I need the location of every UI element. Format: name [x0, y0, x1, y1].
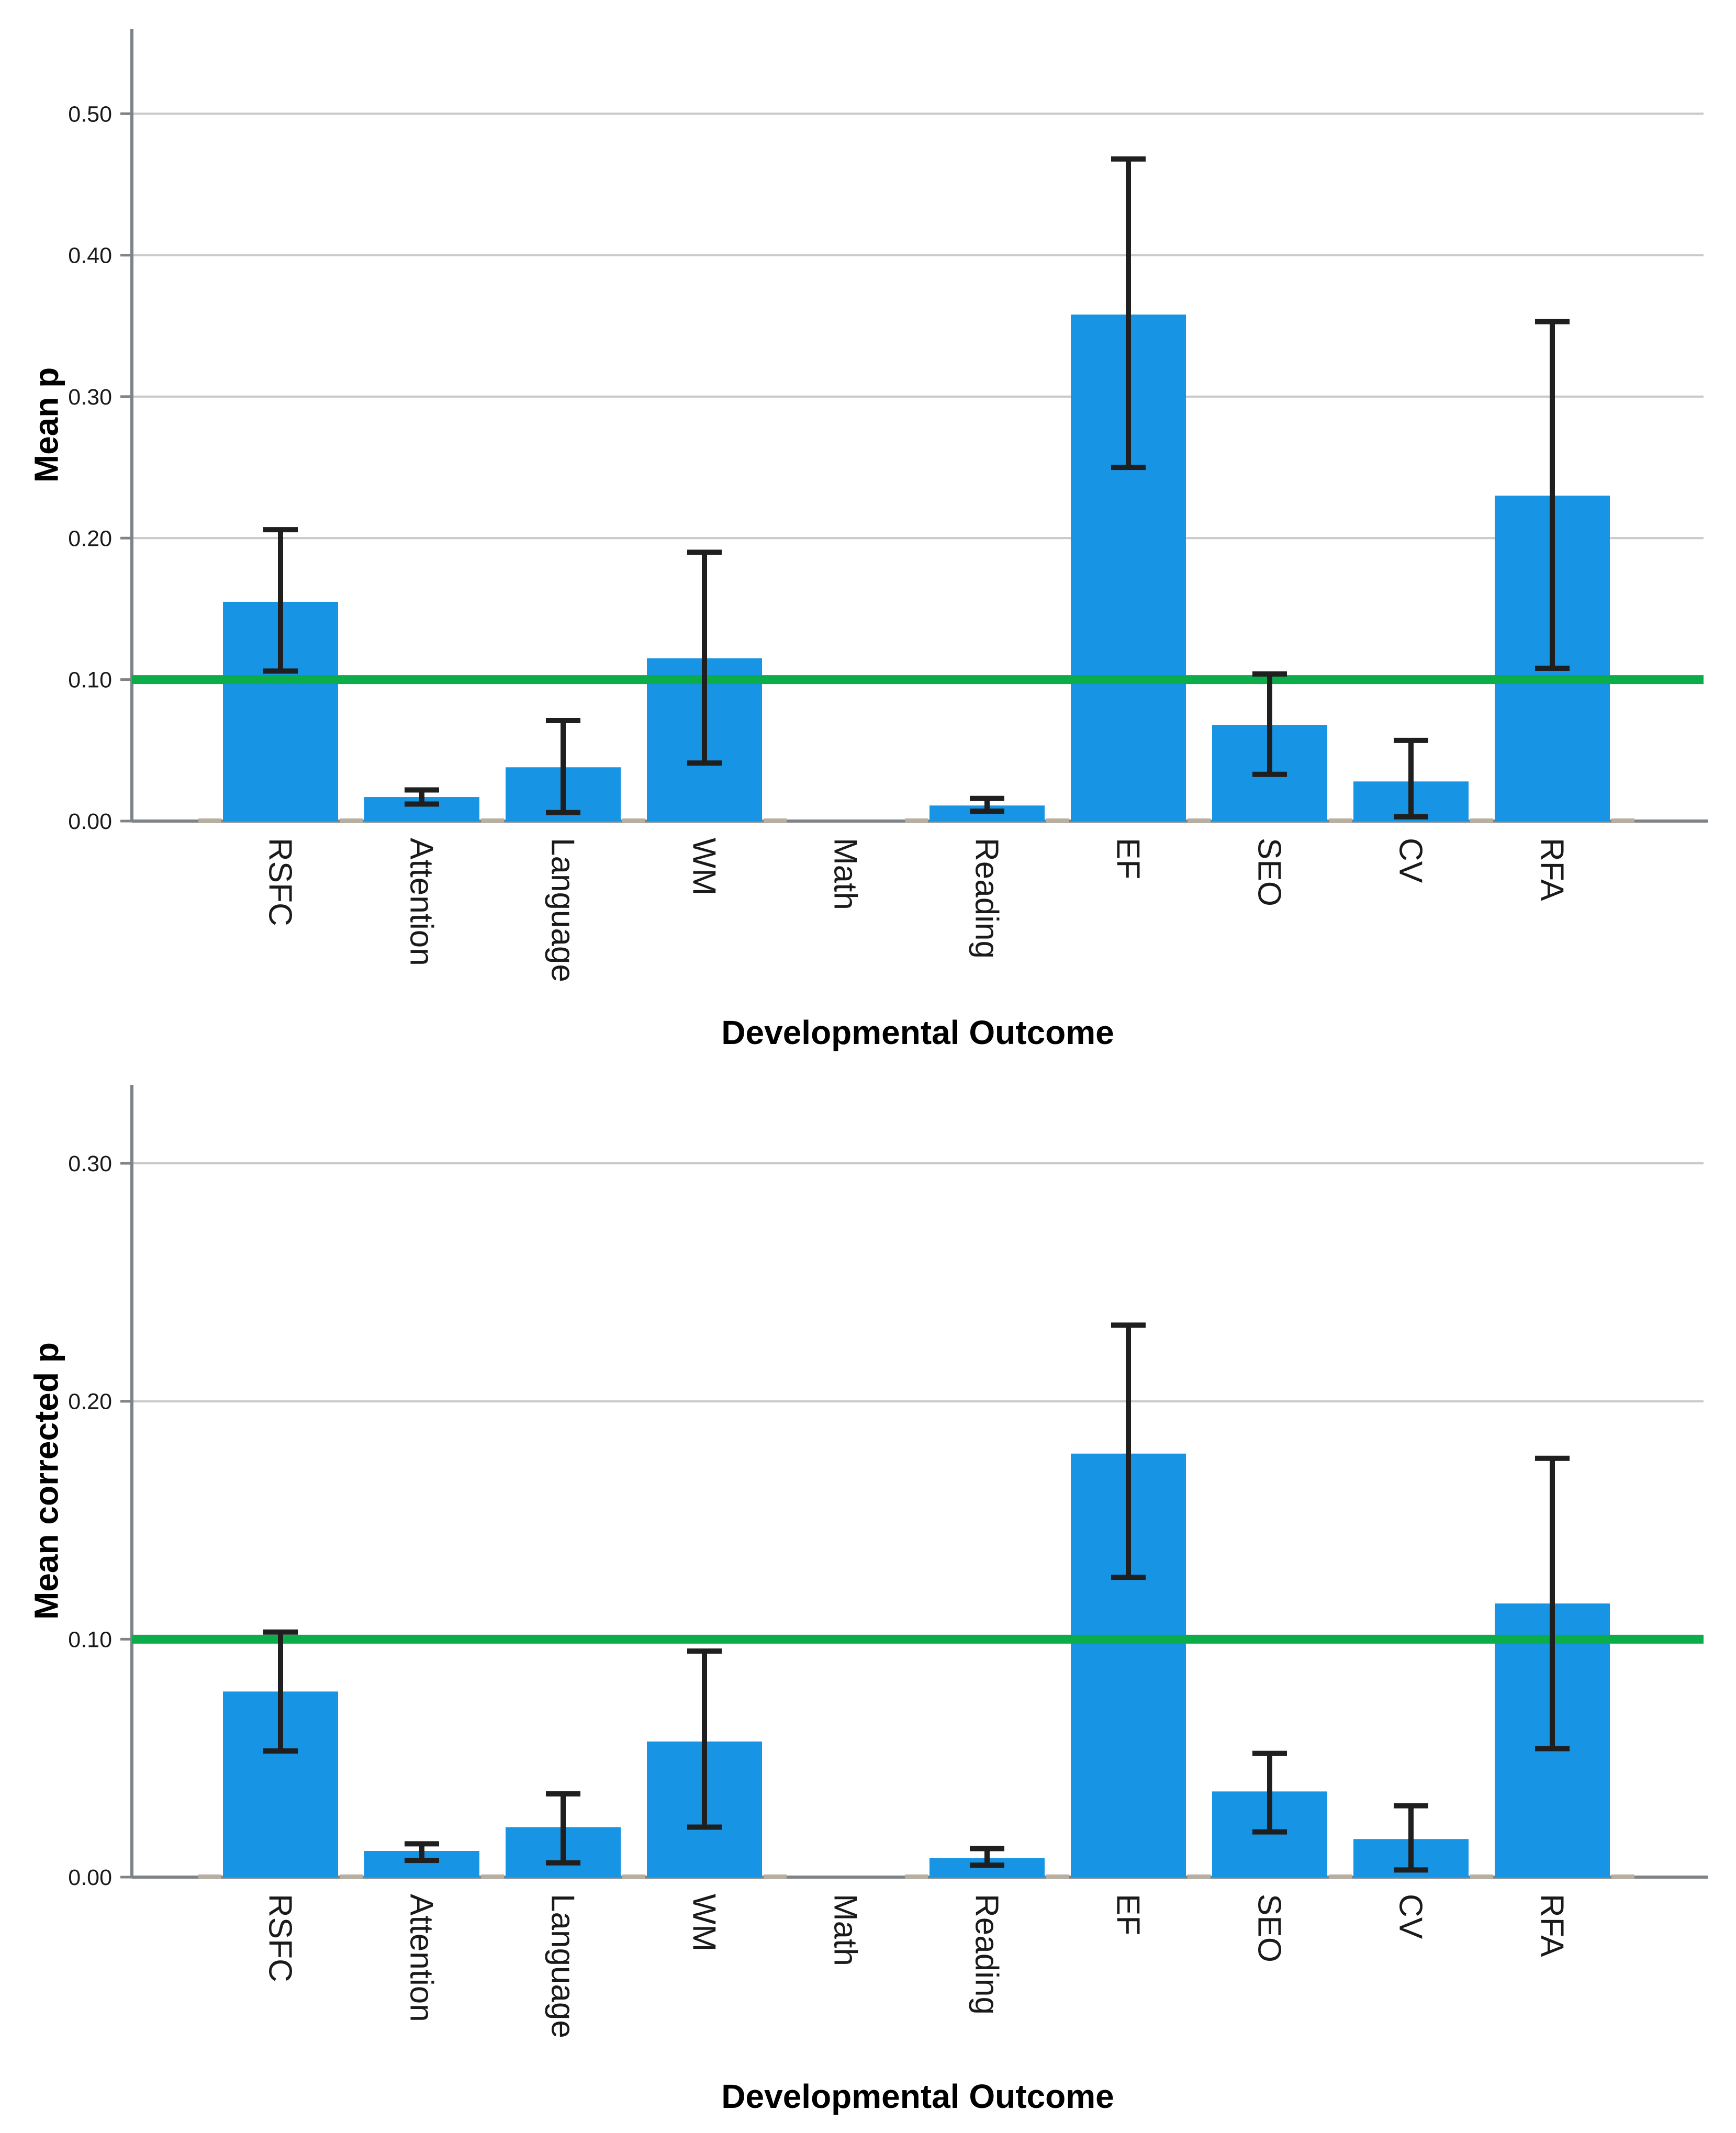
mean-corrected-p-bar-chart: 0.00 0.10 0.20 0.30 RSFC Attention Language WM M…: [27, 1085, 1708, 2115]
y-tick-label: 0.20: [68, 1389, 112, 1414]
y-tick-label: 0.10: [68, 1627, 112, 1652]
category-label-RSFC: RSFC: [262, 838, 298, 926]
category-boundary-tick: [905, 1874, 928, 1879]
category-label-CV: CV: [1392, 1894, 1428, 1939]
category-boundary-tick: [481, 818, 504, 823]
category-label-CV: CV: [1392, 838, 1428, 883]
category-label-SEO: SEO: [1251, 838, 1287, 906]
category-boundary-tick: [764, 818, 787, 823]
category-boundary-tick: [1470, 1874, 1493, 1879]
category-boundary-tick: [1611, 818, 1634, 823]
category-label-RSFC: RSFC: [262, 1894, 298, 1982]
y-axis-title: Mean p: [27, 367, 65, 482]
category-boundary-tick: [1046, 818, 1069, 823]
y-tick-label: 0.00: [68, 809, 112, 834]
category-boundary-tick: [622, 818, 645, 823]
category-boundary-tick: [1188, 818, 1211, 823]
y-tick-label: 0.30: [68, 385, 112, 410]
category-label-Math: Math: [827, 1894, 863, 1966]
category-boundary-tick: [905, 818, 928, 823]
mean-p-bar-chart: 0.00 0.10 0.20 0.30 0.40 0.50 RSFC Attention Lan…: [27, 29, 1708, 1051]
category-boundary-tick: [1611, 1874, 1634, 1879]
category-label-RFA: RFA: [1533, 1894, 1570, 1957]
category-label-Reading: Reading: [968, 1894, 1004, 2015]
category-boundary-tick: [198, 1874, 221, 1879]
category-boundary-tick: [1329, 818, 1352, 823]
y-tick-label: 0.50: [68, 102, 112, 127]
category-label-Reading: Reading: [968, 838, 1004, 959]
category-label-Language: Language: [544, 838, 580, 982]
category-label-RFA: RFA: [1533, 838, 1570, 901]
category-boundary-tick: [1046, 1874, 1069, 1879]
x-axis-title: Developmental Outcome: [721, 2078, 1114, 2115]
y-tick-label: 0.10: [68, 668, 112, 693]
category-label-EF: EF: [1110, 838, 1146, 879]
category-label-EF: EF: [1110, 1894, 1146, 1935]
y-tick-label: 0.40: [68, 243, 112, 268]
category-boundary-tick: [622, 1874, 645, 1879]
category-label-WM: WM: [686, 1894, 722, 1951]
category-boundary-tick: [340, 1874, 363, 1879]
y-tick-label: 0.30: [68, 1151, 112, 1176]
category-boundary-tick: [340, 818, 363, 823]
category-boundary-tick: [481, 1874, 504, 1879]
category-label-WM: WM: [686, 838, 722, 895]
y-axis-title: Mean corrected p: [27, 1342, 65, 1620]
y-tick-label: 0.20: [68, 526, 112, 551]
category-label-SEO: SEO: [1251, 1894, 1287, 1962]
category-label-Attention: Attention: [403, 838, 439, 966]
category-boundary-tick: [1470, 818, 1493, 823]
y-tick-label: 0.00: [68, 1865, 112, 1890]
category-label-Math: Math: [827, 838, 863, 910]
category-boundary-tick: [1188, 1874, 1211, 1879]
x-axis-title: Developmental Outcome: [721, 1014, 1114, 1051]
category-label-Attention: Attention: [403, 1894, 439, 2022]
category-boundary-tick: [764, 1874, 787, 1879]
category-label-Language: Language: [544, 1894, 580, 2038]
category-boundary-tick: [1329, 1874, 1352, 1879]
category-boundary-tick: [198, 818, 221, 823]
